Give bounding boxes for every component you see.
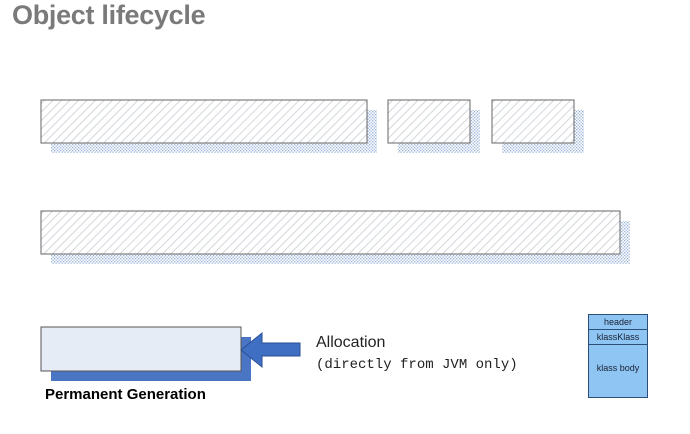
allocation-label: Allocation (316, 334, 386, 351)
heap-block-1 (40, 99, 377, 153)
slide-title: Object lifecycle (12, 0, 206, 30)
klass-header-row: header (589, 315, 647, 330)
heap-block-2 (387, 99, 480, 153)
allocation-arrow (240, 331, 301, 369)
klass-body-row: klass body (596, 363, 640, 373)
klass-layout-box: header klassKlass klass body (588, 314, 648, 398)
heap-block-wide (40, 210, 630, 264)
heap-block-3 (491, 99, 584, 153)
klass-klassklass-row: klassKlass (589, 330, 647, 345)
allocation-sublabel: (directly from JVM only) (316, 357, 518, 373)
permanent-generation-block (40, 326, 251, 381)
permanent-generation-label: Permanent Generation (45, 386, 206, 403)
